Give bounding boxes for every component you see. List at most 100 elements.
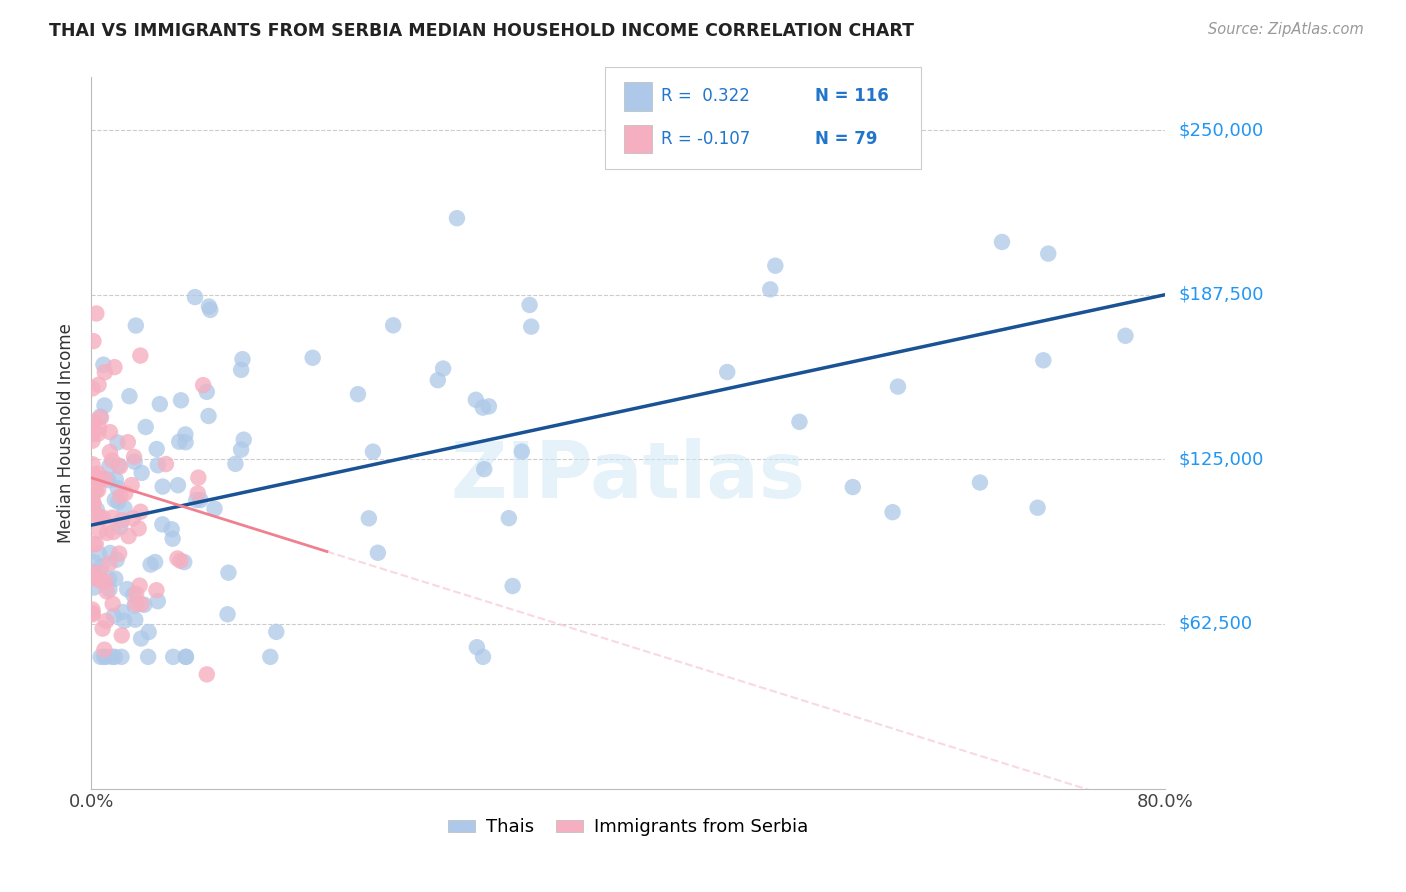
Point	[103, 360, 125, 375]
Point	[82, 457, 104, 471]
Point	[266, 624, 288, 639]
Point	[104, 473, 127, 487]
Point	[152, 479, 174, 493]
Point	[464, 392, 486, 407]
Point	[104, 649, 127, 664]
Point	[129, 349, 152, 363]
Point	[155, 457, 177, 471]
Point	[108, 459, 131, 474]
Point	[969, 475, 991, 490]
Point	[82, 480, 104, 494]
Text: R = -0.107: R = -0.107	[661, 130, 749, 148]
Point	[138, 625, 160, 640]
Point	[143, 555, 166, 569]
Point	[98, 445, 121, 459]
Point	[93, 649, 115, 664]
Point	[472, 649, 495, 664]
Point	[426, 373, 449, 387]
Point	[83, 565, 105, 579]
Text: $250,000: $250,000	[1180, 121, 1264, 139]
Point	[93, 358, 115, 372]
Point	[519, 298, 541, 312]
Point	[94, 574, 117, 589]
Point	[204, 501, 226, 516]
Point	[1026, 500, 1049, 515]
Point	[128, 521, 150, 535]
Point	[167, 434, 190, 449]
Point	[98, 582, 121, 597]
Point	[139, 558, 162, 572]
Point	[90, 649, 112, 664]
Point	[98, 546, 121, 560]
Point	[1038, 246, 1060, 260]
Point	[104, 492, 127, 507]
Point	[136, 649, 159, 664]
Point	[103, 524, 125, 539]
Point	[96, 614, 118, 628]
Point	[150, 517, 173, 532]
Text: Source: ZipAtlas.com: Source: ZipAtlas.com	[1208, 22, 1364, 37]
Point	[82, 566, 104, 580]
Point	[87, 509, 110, 524]
Point	[115, 582, 138, 596]
Point	[125, 587, 148, 601]
Point	[93, 399, 115, 413]
Point	[110, 520, 132, 534]
Point	[146, 594, 169, 608]
Point	[83, 484, 105, 499]
Point	[131, 597, 153, 611]
Point	[125, 318, 148, 333]
Point	[111, 605, 134, 619]
Text: THAI VS IMMIGRANTS FROM SERBIA MEDIAN HOUSEHOLD INCOME CORRELATION CHART: THAI VS IMMIGRANTS FROM SERBIA MEDIAN HO…	[49, 22, 914, 40]
Point	[166, 551, 188, 566]
Point	[173, 555, 195, 569]
Point	[716, 365, 738, 379]
Point	[82, 491, 104, 506]
Point	[1114, 328, 1136, 343]
Point	[83, 537, 105, 551]
Point	[174, 427, 197, 442]
Point	[104, 572, 127, 586]
Point	[432, 361, 454, 376]
Point	[82, 427, 104, 442]
Point	[759, 282, 782, 296]
Point	[217, 566, 239, 580]
Point	[763, 259, 786, 273]
Point	[471, 401, 494, 415]
Point	[110, 649, 132, 664]
Point	[991, 235, 1014, 249]
Text: $62,500: $62,500	[1180, 615, 1253, 633]
Point	[145, 583, 167, 598]
Point	[162, 649, 184, 664]
Point	[124, 597, 146, 611]
Point	[231, 352, 253, 367]
Point	[789, 415, 811, 429]
Point	[105, 553, 128, 567]
Point	[111, 628, 134, 642]
Point	[200, 302, 222, 317]
Point	[84, 483, 107, 498]
Point	[117, 435, 139, 450]
Point	[197, 409, 219, 423]
Point	[89, 472, 111, 486]
Point	[446, 211, 468, 226]
Point	[361, 444, 384, 458]
Point	[187, 470, 209, 484]
Point	[107, 435, 129, 450]
Text: ZIPatlas: ZIPatlas	[450, 438, 806, 514]
Point	[82, 501, 104, 516]
Point	[229, 442, 252, 457]
Point	[186, 493, 208, 508]
Point	[83, 468, 105, 483]
Point	[184, 290, 207, 304]
Point	[170, 393, 193, 408]
Point	[91, 510, 114, 524]
Point	[357, 511, 380, 525]
Point	[82, 420, 104, 434]
Point	[82, 381, 104, 395]
Point	[86, 306, 108, 320]
Text: $187,500: $187,500	[1180, 285, 1264, 303]
Point	[465, 640, 488, 655]
Point	[191, 378, 214, 392]
Point	[90, 559, 112, 574]
